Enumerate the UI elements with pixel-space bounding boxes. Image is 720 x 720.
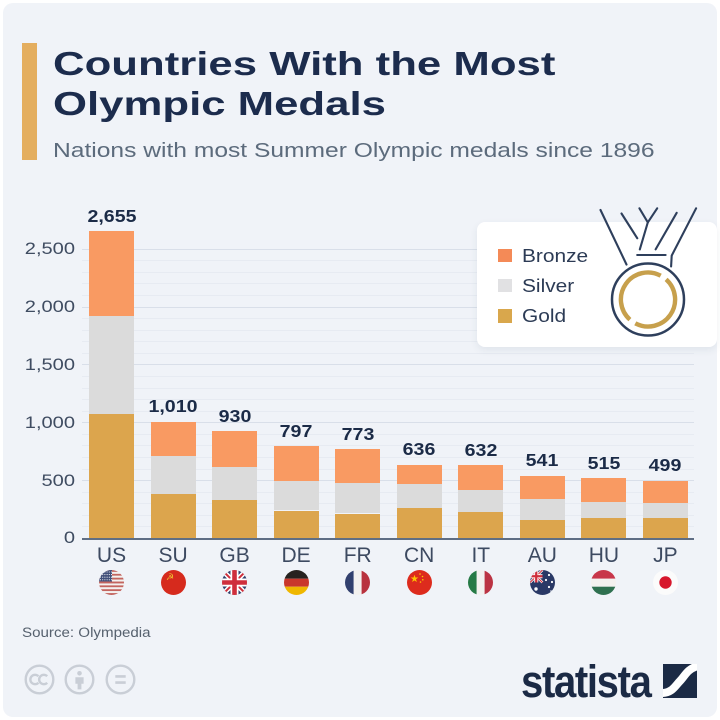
svg-text:☭: ☭	[166, 572, 174, 582]
svg-text:★: ★	[410, 574, 419, 585]
